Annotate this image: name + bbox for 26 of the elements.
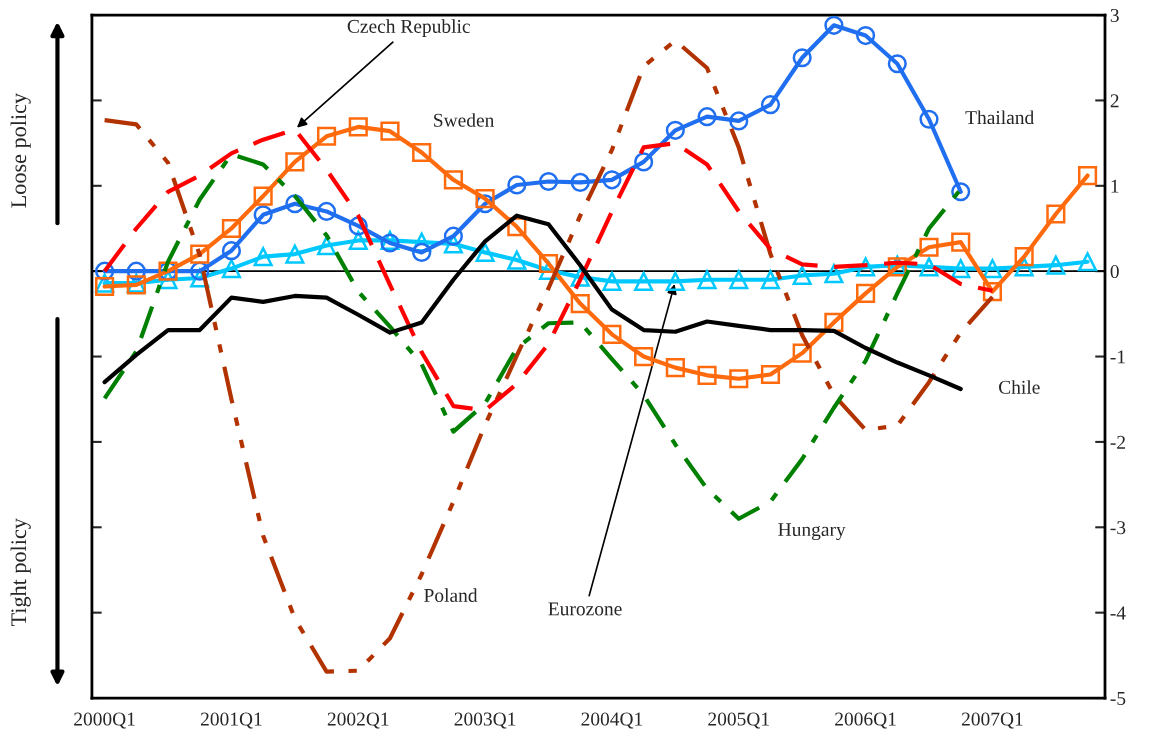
series-label: Hungary <box>778 523 846 541</box>
y-tick-label: 2 <box>1110 94 1119 108</box>
x-tick-label: 2005Q1 <box>708 712 769 729</box>
y-tick-label: 3 <box>1110 8 1119 22</box>
x-tick-label: 2000Q1 <box>74 712 135 729</box>
y-tick-label: -1 <box>1110 350 1125 364</box>
series-label: Poland <box>424 588 478 602</box>
y-tick-label: -2 <box>1110 435 1125 449</box>
x-tick-label: 2006Q1 <box>835 712 896 729</box>
y-tick-label: 0 <box>1110 264 1119 279</box>
x-tick-label: 2001Q1 <box>200 712 262 729</box>
y-tick-label: -3 <box>1110 521 1126 535</box>
text: Czech Republic <box>347 19 470 37</box>
x-tick-label: 2007Q1 <box>961 712 1023 729</box>
series-label: Sweden <box>434 113 495 127</box>
y-tick-label: -5 <box>1110 692 1126 705</box>
x-tick-label: 2004Q1 <box>581 712 643 729</box>
x-tick-label: 2002Q1 <box>327 712 389 729</box>
y-tick-label: 1 <box>1111 179 1119 193</box>
text: Tight policy <box>10 518 31 627</box>
series-label: Thailand <box>965 110 1034 125</box>
text: Eurozone <box>548 602 622 616</box>
x-tick-label: 2003Q1 <box>454 712 516 729</box>
text: Loose policy <box>10 92 31 208</box>
y-tick-label: -4 <box>1110 606 1126 620</box>
series-label: Chile <box>999 380 1040 394</box>
